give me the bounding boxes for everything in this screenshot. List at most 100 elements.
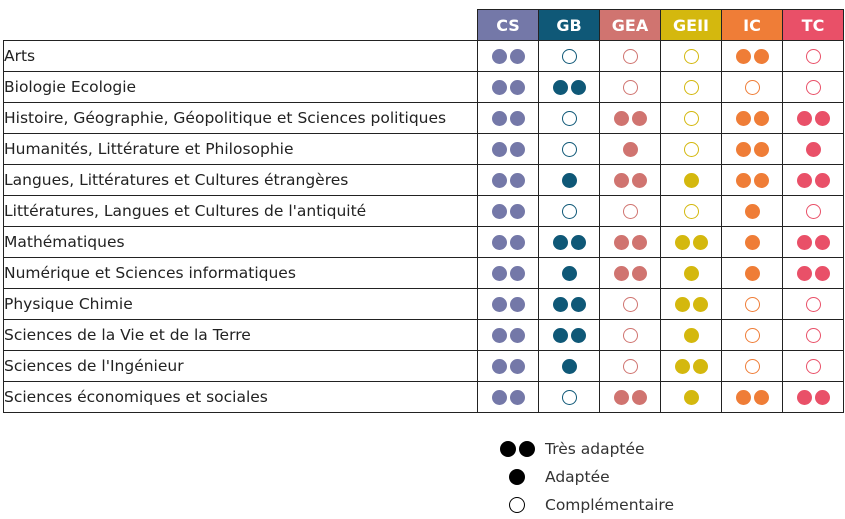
rating-cell-tc — [782, 350, 844, 382]
rating-cell-tc — [782, 381, 844, 413]
dot-icon — [552, 234, 568, 250]
dot-icon — [753, 389, 769, 405]
table-row: Langues, Littératures et Cultures étrang… — [3, 164, 844, 196]
rating-cell-gb — [538, 71, 600, 103]
rating-cell-geii — [660, 195, 722, 227]
dot-icon — [631, 172, 647, 188]
ring-icon — [744, 358, 760, 374]
dot-icon — [570, 296, 586, 312]
subject-label: Arts — [3, 40, 478, 72]
col-header-gb: GB — [538, 9, 600, 41]
dot-icon — [613, 234, 629, 250]
dot-icon — [683, 389, 699, 405]
dot-icon — [674, 234, 690, 250]
rating-cell-geii — [660, 257, 722, 289]
dot-icon — [491, 141, 507, 157]
table-row: Numérique et Sciences informatiques — [3, 257, 844, 289]
dot-icon — [613, 172, 629, 188]
dot-icon — [814, 265, 830, 281]
dot-icon — [491, 203, 507, 219]
rating-cell-tc — [782, 164, 844, 196]
table-row: Mathématiques — [3, 226, 844, 258]
rating-cell-tc — [782, 71, 844, 103]
dot-icon — [491, 172, 507, 188]
subject-label: Littératures, Langues et Cultures de l'a… — [3, 195, 478, 227]
rating-cell-gea — [599, 226, 661, 258]
rating-cell-gb — [538, 319, 600, 351]
col-header-ic: IC — [721, 9, 783, 41]
rating-cell-ic — [721, 40, 783, 72]
table-row: Histoire, Géographie, Géopolitique et Sc… — [3, 102, 844, 134]
legend-item-complementaire: Complémentaire — [497, 491, 674, 519]
rating-cell-cs — [477, 288, 539, 320]
legend-item-adaptee: Adaptée — [497, 463, 674, 491]
rating-cell-cs — [477, 71, 539, 103]
double-dot-icon — [497, 441, 537, 457]
ring-icon — [561, 110, 577, 126]
single-dot-icon — [497, 469, 537, 485]
dot-icon — [814, 234, 830, 250]
dot-icon — [683, 265, 699, 281]
dot-icon — [570, 234, 586, 250]
dot-icon — [683, 327, 699, 343]
rating-cell-ic — [721, 226, 783, 258]
dot-icon — [561, 358, 577, 374]
rating-cell-gb — [538, 226, 600, 258]
ring-icon — [744, 79, 760, 95]
ring-icon — [622, 79, 638, 95]
rating-cell-gea — [599, 381, 661, 413]
rating-cell-cs — [477, 350, 539, 382]
rating-cell-gea — [599, 257, 661, 289]
rating-cell-gb — [538, 350, 600, 382]
rating-cell-gea — [599, 133, 661, 165]
rating-cell-geii — [660, 164, 722, 196]
rating-cell-gea — [599, 164, 661, 196]
legend-label: Complémentaire — [545, 496, 674, 514]
table-row: Humanités, Littérature et Philosophie — [3, 133, 844, 165]
dot-icon — [509, 48, 525, 64]
dot-icon — [692, 296, 708, 312]
rating-cell-gb — [538, 195, 600, 227]
ring-icon — [805, 327, 821, 343]
dot-icon — [491, 265, 507, 281]
compatibility-table: CS GB GEA GEII IC TC Arts Biologie Ecolog… — [3, 9, 844, 413]
dot-icon — [509, 234, 525, 250]
table-body: Arts Biologie Ecologie Histoire, Géographi… — [3, 40, 844, 413]
subject-label: Humanités, Littérature et Philosophie — [3, 133, 478, 165]
dot-icon — [744, 203, 760, 219]
ring-icon — [622, 358, 638, 374]
rating-cell-ic — [721, 288, 783, 320]
header-row: CS GB GEA GEII IC TC — [4, 9, 844, 41]
rating-cell-tc — [782, 257, 844, 289]
rating-cell-tc — [782, 226, 844, 258]
subject-label: Sciences de l'Ingénieur — [3, 350, 478, 382]
rating-cell-cs — [477, 195, 539, 227]
table-row: Arts — [3, 40, 844, 72]
dot-icon — [692, 358, 708, 374]
dot-icon — [735, 389, 751, 405]
ring-icon — [561, 48, 577, 64]
dot-icon — [561, 172, 577, 188]
dot-icon — [744, 234, 760, 250]
subject-label: Numérique et Sciences informatiques — [3, 257, 478, 289]
dot-icon — [631, 110, 647, 126]
ring-icon — [561, 141, 577, 157]
dot-icon — [796, 234, 812, 250]
ring-icon — [622, 327, 638, 343]
dot-icon — [491, 327, 507, 343]
rating-cell-ic — [721, 319, 783, 351]
ring-icon — [561, 389, 577, 405]
table-row: Sciences économiques et sociales — [3, 381, 844, 413]
ring-icon — [805, 358, 821, 374]
ring-icon — [744, 296, 760, 312]
ring-icon — [622, 48, 638, 64]
ring-icon — [622, 296, 638, 312]
dot-icon — [753, 110, 769, 126]
dot-icon — [796, 172, 812, 188]
dot-icon — [509, 79, 525, 95]
rating-cell-tc — [782, 133, 844, 165]
rating-cell-tc — [782, 288, 844, 320]
dot-icon — [570, 327, 586, 343]
table-row: Physique Chimie — [3, 288, 844, 320]
ring-icon — [622, 203, 638, 219]
